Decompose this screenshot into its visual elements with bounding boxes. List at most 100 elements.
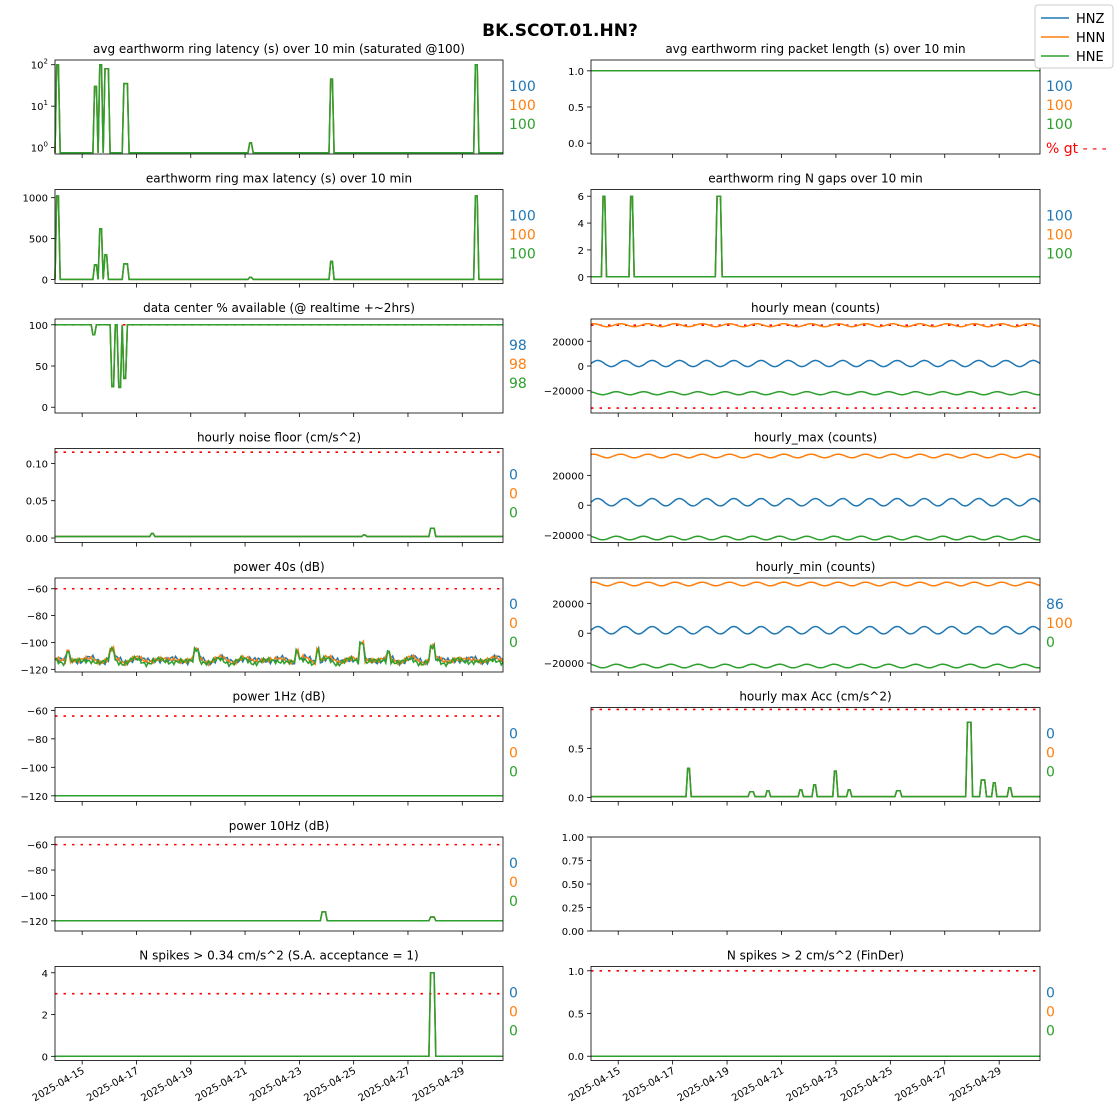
- panel-0-side-value: 100: [509, 79, 536, 95]
- panel-3-side-value: 100: [1046, 209, 1073, 225]
- panel-13-frame: [590, 836, 1041, 932]
- panel-12-title: power 10Hz (dB): [229, 819, 330, 833]
- panel-6-frame: [54, 448, 504, 543]
- legend: HNZ HNN HNE: [1034, 4, 1114, 69]
- panel-15-xtick-label: 2025-04-19: [676, 1066, 732, 1105]
- panel-14-xtick-label: 2025-04-15: [31, 1066, 87, 1105]
- panel-8-series-hne: [54, 641, 504, 669]
- panel-3-frame: [590, 189, 1041, 284]
- panel-15-xtick-label: 2025-04-29: [948, 1066, 1004, 1105]
- panel-15-side-value: 0: [1046, 1005, 1055, 1021]
- panel-7-title: hourly_max (counts): [754, 431, 877, 445]
- panel-11: hourly max Acc (cm/s^2) 0.0 0.5 0 0 0: [568, 690, 1055, 806]
- panel-13-ytick-label: 0.75: [562, 857, 584, 868]
- panel-1-frame: [590, 59, 1041, 155]
- panel-1-gt-label: % gt - - -: [1046, 141, 1107, 157]
- panel-3-ytick-label: 2: [578, 246, 584, 257]
- panel-0-side-value: 100: [509, 98, 536, 114]
- panel-14-title: N spikes > 0.34 cm/s^2 (S.A. acceptance …: [139, 949, 418, 963]
- panel-9-ytick-label: 0: [578, 629, 584, 640]
- panel-13: 0.00 0.25 0.50 0.75 1.00: [562, 833, 1041, 938]
- panel-8-ytick-label: −60: [27, 585, 48, 596]
- panel-14-side-value: 0: [509, 1005, 518, 1021]
- panel-14-xtick-label: 2025-04-17: [85, 1066, 141, 1105]
- panel-1-ytick-label: 1.0: [568, 67, 584, 78]
- panel-4-side-value: 98: [509, 376, 527, 392]
- panel-14-xtick-label: 2025-04-29: [411, 1066, 467, 1105]
- panel-5-series-hnn: [590, 322, 1041, 328]
- panel-11-side-value: 0: [1046, 727, 1055, 743]
- panel-10-ytick-label: −120: [21, 792, 48, 803]
- panel-12-ytick-label: −120: [21, 917, 48, 928]
- panel-9-ytick-label: 20000: [552, 599, 584, 610]
- panel-14-ytick-label: 2: [42, 1011, 48, 1022]
- panel-4-side-value: 98: [509, 357, 527, 373]
- panel-5-frame: [590, 318, 1041, 414]
- panel-9-ytick-label: −20000: [544, 659, 584, 670]
- panel-15-ytick-label: 0.0: [568, 1052, 584, 1063]
- panel-15-side-value: 0: [1046, 1024, 1055, 1040]
- panel-0-ytick-label: 100: [31, 141, 48, 155]
- panel-0-title: avg earthworm ring latency (s) over 10 m…: [93, 42, 465, 56]
- panel-9-frame: [590, 577, 1041, 673]
- panel-3-series-hnn: [591, 195, 1040, 278]
- panel-1-side-value: 100: [1046, 117, 1073, 133]
- panel-15-xtick-label: 2025-04-17: [621, 1066, 677, 1105]
- panel-14-side-value: 0: [509, 986, 518, 1002]
- panel-15-title: N spikes > 2 cm/s^2 (FinDer): [727, 949, 904, 963]
- panel-15-xtick-label: 2025-04-27: [893, 1066, 949, 1105]
- panel-6-ytick-label: 0.05: [26, 497, 48, 508]
- panel-1-side-value: 100: [1046, 79, 1073, 95]
- panel-2-side-value: 100: [509, 247, 536, 263]
- panel-0-side-value: 100: [509, 117, 536, 133]
- panel-9-title: hourly_min (counts): [756, 560, 876, 574]
- panel-5-ytick-label: 0: [578, 362, 584, 373]
- panel-4-side-value: 98: [509, 338, 527, 354]
- panel-9-series-hnn: [590, 581, 1041, 587]
- panel-3-ytick-label: 6: [578, 192, 584, 203]
- panel-8-ytick-label: −120: [21, 665, 48, 676]
- panel-2-ytick-label: 1000: [23, 194, 48, 205]
- panel-0: avg earthworm ring latency (s) over 10 m…: [31, 42, 536, 158]
- panel-6-ytick-label: 0.00: [26, 534, 48, 545]
- panel-15-ytick-label: 0.5: [568, 1010, 584, 1021]
- panel-6: hourly noise floor (cm/s^2) 0.00 0.05 0.10 0…: [26, 431, 518, 547]
- panel-15-xtick-label: 2025-04-25: [839, 1066, 895, 1105]
- panel-10-frame: [54, 707, 504, 802]
- panel-3-series-hnz: [591, 195, 1040, 278]
- panel-15-ytick-label: 1.0: [568, 967, 584, 978]
- panel-2-side-value: 100: [509, 209, 536, 225]
- panel-9-side-value: 100: [1046, 616, 1073, 632]
- panel-10-ytick-label: −60: [27, 706, 48, 717]
- panel-1-title: avg earthworm ring packet length (s) ove…: [665, 42, 965, 56]
- panel-8-side-value: 0: [509, 616, 518, 632]
- panel-2-side-value: 100: [509, 228, 536, 244]
- panel-12-ytick-label: −100: [21, 891, 48, 902]
- panel-15-xtick-label: 2025-04-21: [730, 1066, 786, 1105]
- panel-7: hourly_max (counts) −20000 0 20000: [544, 431, 1041, 547]
- panel-12-ytick-label: −80: [27, 866, 48, 877]
- panel-3: earthworm ring N gaps over 10 min 0 2 4 6 100…: [578, 172, 1073, 288]
- panel-3-side-value: 100: [1046, 228, 1073, 244]
- panel-6-side-value: 0: [509, 468, 518, 484]
- panel-4-title: data center % available (@ realtime +~2h…: [143, 301, 415, 315]
- panel-5: hourly mean (counts) −20000 0 20000: [544, 301, 1041, 417]
- panel-14-frame: [54, 966, 504, 1061]
- panel-8-title: power 40s (dB): [233, 560, 324, 574]
- legend-label-hnz: HNZ: [1076, 12, 1105, 27]
- panel-14-xtick-label: 2025-04-19: [139, 1066, 195, 1105]
- panel-0-frame: [54, 59, 504, 155]
- panel-14-xtick-label: 2025-04-25: [302, 1066, 358, 1105]
- panel-6-title: hourly noise floor (cm/s^2): [197, 431, 361, 445]
- figure-title: BK.SCOT.01.HN?: [482, 21, 638, 41]
- panel-8-frame: [54, 577, 504, 673]
- panel-11-frame: [590, 707, 1041, 802]
- panel-5-ytick-label: 20000: [552, 337, 584, 348]
- panel-12-side-value: 0: [509, 875, 518, 891]
- panel-3-title: earthworm ring N gaps over 10 min: [708, 172, 922, 186]
- panel-14-series-hne: [55, 972, 503, 1058]
- panel-2: earthworm ring max latency (s) over 10 m…: [23, 172, 536, 288]
- panel-10-side-value: 0: [509, 727, 518, 743]
- panel-7-series-hnn: [590, 453, 1041, 459]
